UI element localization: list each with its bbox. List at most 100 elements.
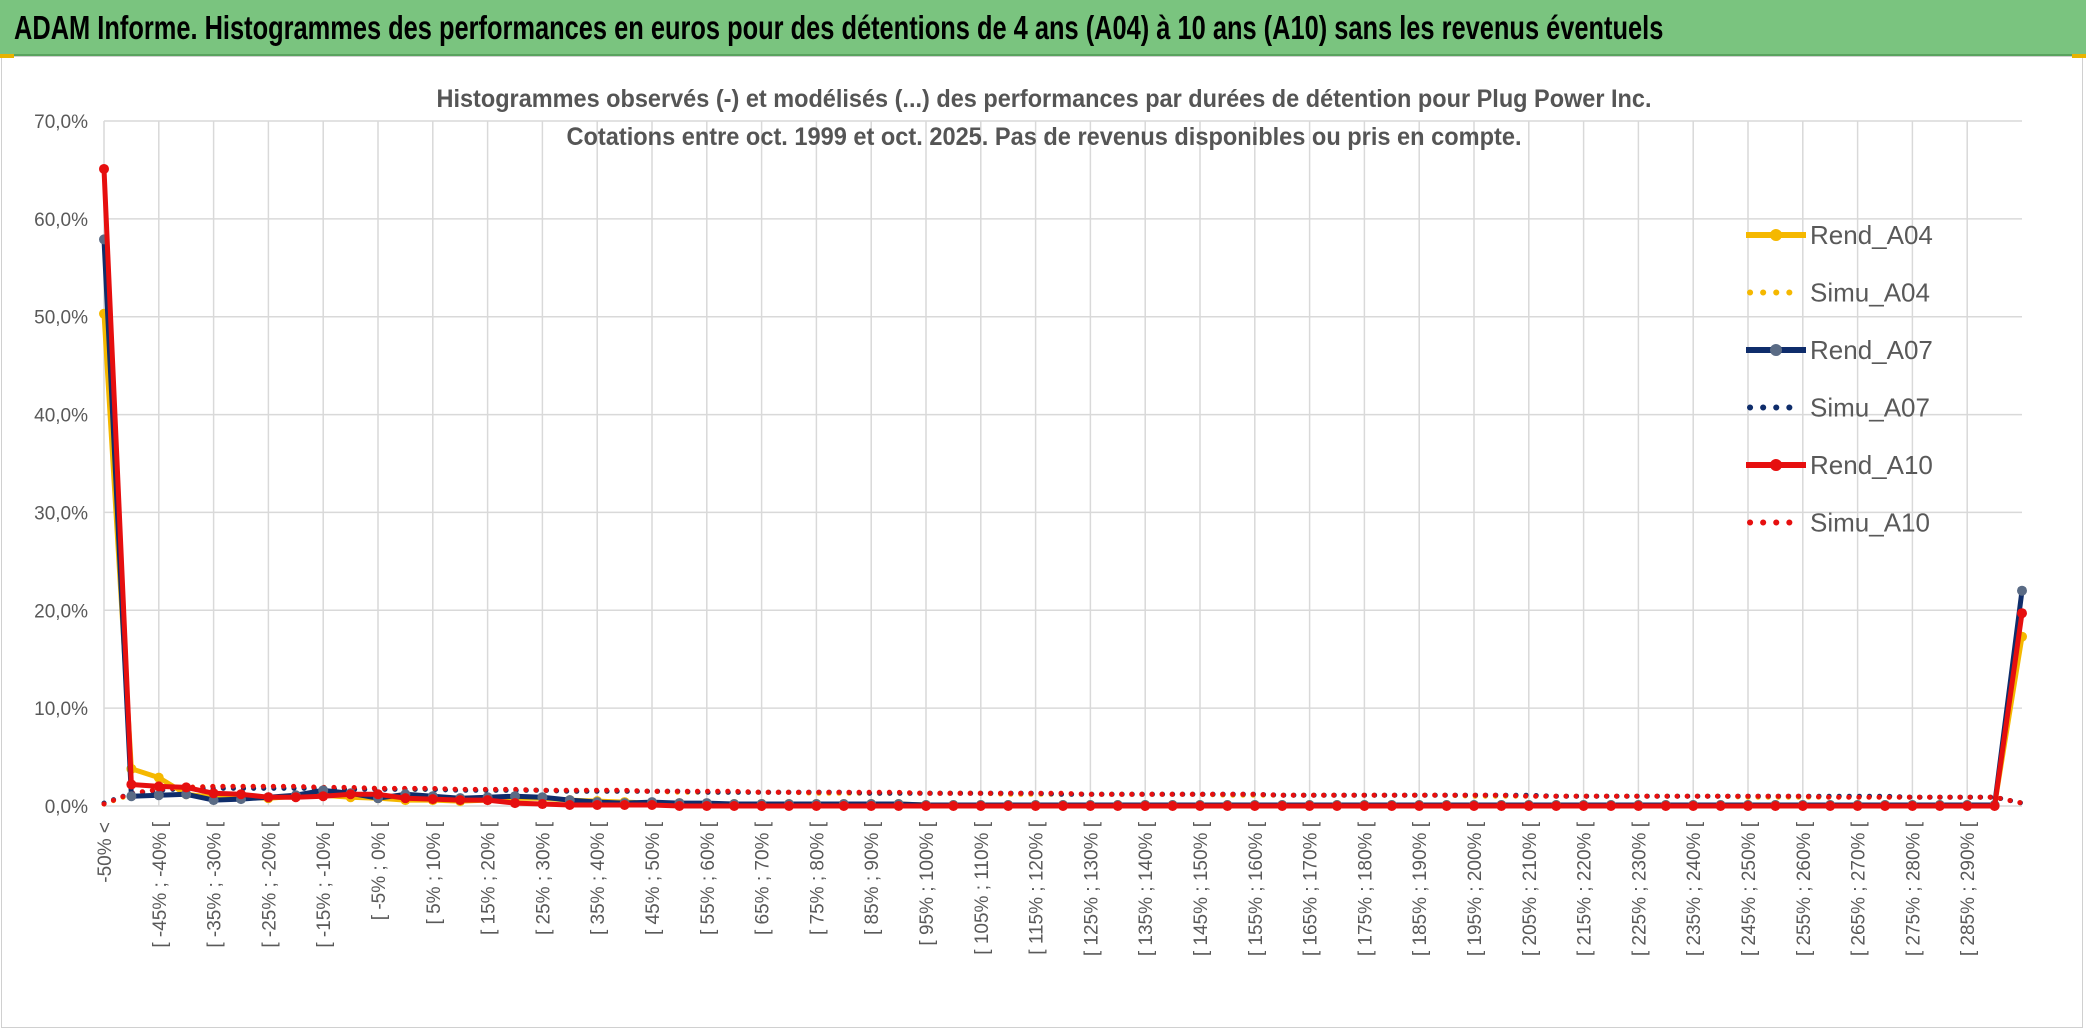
point-Rend_A10 <box>1332 801 1342 811</box>
point-Rend_A10 <box>1633 801 1644 811</box>
x-tick-label: [ 175% ; 180% [ <box>1355 821 1376 956</box>
x-tick-label: [ 195% ; 200% [ <box>1465 821 1486 956</box>
point-Rend_A10 <box>1551 801 1562 811</box>
point-Rend_A10 <box>1003 801 1014 811</box>
point-Rend_A10 <box>838 801 849 811</box>
series-Rend_A04 <box>101 313 2025 808</box>
y-tick-label: 0,0% <box>45 797 88 818</box>
frame-corner-mark <box>2072 54 2086 58</box>
point-Rend_A10 <box>1962 801 1973 811</box>
point-Rend_A10 <box>1852 801 1863 811</box>
point-Rend_A10 <box>893 801 904 811</box>
x-tick-label: [ -45% ; -40% [ <box>150 821 171 947</box>
x-tick-label: [ 75% ; 80% [ <box>807 821 828 935</box>
point-Rend_A07 <box>2017 585 2027 596</box>
point-Rend_A10 <box>921 801 931 811</box>
point-Rend_A10 <box>866 801 877 811</box>
point-Rend_A07 <box>537 792 548 803</box>
point-Rend_A10 <box>564 800 575 811</box>
legend-marker <box>1770 344 1782 356</box>
point-Rend_A10 <box>1989 801 2000 811</box>
x-tick-label: [ 45% ; 50% [ <box>643 821 664 935</box>
chart-title-block: Histogrammes observés (-) et modélisés (… <box>437 85 1652 151</box>
point-Rend_A10 <box>373 789 383 800</box>
y-tick-label: 40,0% <box>34 406 88 427</box>
point-Rend_A10 <box>153 781 164 792</box>
point-Rend_A10 <box>1277 801 1288 811</box>
x-tick-label: [ 145% ; 150% [ <box>1191 821 1212 956</box>
point-Rend_A10 <box>1140 801 1151 811</box>
legend-label: Rend_A07 <box>1810 335 1933 365</box>
series-Simu_A10 <box>101 783 2025 807</box>
point-Rend_A10 <box>1469 801 1479 811</box>
frame-corner-mark <box>0 54 14 58</box>
legend-marker <box>1770 459 1782 471</box>
y-tick-label: 60,0% <box>34 210 88 231</box>
point-Rend_A07 <box>181 789 192 800</box>
point-Rend_A10 <box>1441 801 1452 811</box>
y-axis: 0,0% 10,0% 20,0% 30,0% 40,0% 50,0% 60,0% 70,0% <box>34 112 88 818</box>
y-tick-label: 20,0% <box>34 601 88 622</box>
legend-label: Simu_A04 <box>1810 278 1930 308</box>
point-Rend_A10 <box>126 779 137 790</box>
x-tick-label: [ 15% ; 20% [ <box>479 821 500 935</box>
point-Rend_A10 <box>1359 801 1370 811</box>
point-Rend_A10 <box>592 800 603 811</box>
point-Rend_A10 <box>236 789 246 800</box>
point-Rend_A10 <box>1496 801 1507 811</box>
point-Rend_A10 <box>208 788 219 799</box>
x-tick-label: [ 5% ; 10% [ <box>424 821 445 924</box>
x-tick-label: [ 285% ; 290% [ <box>1958 821 1979 956</box>
point-Rend_A10 <box>1770 801 1781 811</box>
x-tick-label: [ 55% ; 60% [ <box>698 821 719 935</box>
point-Rend_A10 <box>263 792 274 803</box>
point-Rend_A10 <box>619 800 630 811</box>
x-tick-label: [ 225% ; 230% [ <box>1629 821 1650 956</box>
point-Rend_A10 <box>1030 801 1041 811</box>
point-Rend_A10 <box>455 795 466 806</box>
point-Rend_A10 <box>1222 801 1233 811</box>
point-Rend_A10 <box>1112 801 1123 811</box>
x-tick-label: [ -15% ; -10% [ <box>314 821 335 947</box>
x-tick-label: [ 115% ; 120% [ <box>1027 821 1048 954</box>
x-tick-label: [ -35% ; -30% [ <box>205 821 226 947</box>
chart-area: 0,0% 10,0% 20,0% 30,0% 40,0% 50,0% 60,0% 70,0% … <box>1 56 2083 1028</box>
x-tick-label: [ 35% ; 40% [ <box>588 821 609 935</box>
x-tick-label: [ 255% ; 260% [ <box>1794 821 1815 956</box>
performance-histogram-chart: 0,0%10,0%20,0%30,0%40,0%50,0%60,0%70,0% … <box>34 85 2027 956</box>
legend-label: Rend_A10 <box>1810 450 1933 480</box>
point-Rend_A10 <box>1606 801 1616 811</box>
point-Rend_A10 <box>1414 801 1425 811</box>
point-Rend_A10 <box>701 801 712 811</box>
series-Rend_A07 <box>101 239 2025 808</box>
y-tick-label: 10,0% <box>34 699 88 720</box>
point-Rend_A10 <box>400 793 411 804</box>
point-Rend_A10 <box>1825 801 1836 811</box>
point-Rend_A10 <box>1660 801 1671 811</box>
point-Rend_A10 <box>427 794 438 805</box>
legend-item: Rend_A04 <box>1746 220 1933 250</box>
legend: Rend_A04 Simu_A04 Rend_A07 Simu_A07 Rend_A10… <box>1746 220 1933 538</box>
point-Rend_A10 <box>1085 801 1096 811</box>
x-tick-label: [ 165% ; 170% [ <box>1301 821 1322 956</box>
point-Rend_A10 <box>1743 801 1753 811</box>
point-Rend_A10 <box>482 795 493 806</box>
x-tick-label: [ 235% ; 240% [ <box>1684 821 1705 956</box>
x-tick-label: [ 135% ; 140% [ <box>1136 821 1157 956</box>
point-Rend_A10 <box>674 801 685 811</box>
x-tick-label: -50% < <box>95 822 116 883</box>
x-tick-label: [ 25% ; 30% [ <box>533 821 554 935</box>
point-Rend_A10 <box>1304 801 1315 811</box>
point-Rend_A10 <box>345 789 356 800</box>
legend-marker <box>1770 229 1782 241</box>
chart-title: Histogrammes observés (-) et modélisés (… <box>437 85 1652 113</box>
point-Rend_A10 <box>510 798 520 809</box>
legend-item: Rend_A10 <box>1746 450 1933 480</box>
point-Rend_A10 <box>99 163 109 174</box>
x-tick-label: [ 65% ; 70% [ <box>753 821 774 935</box>
series-Rend_A10 <box>101 168 2025 809</box>
legend-item: Simu_A04 <box>1747 278 1930 308</box>
legend-label: Simu_A07 <box>1810 393 1930 423</box>
point-Rend_A10 <box>811 801 822 811</box>
x-tick-label: [ 105% ; 110% [ <box>972 821 993 954</box>
